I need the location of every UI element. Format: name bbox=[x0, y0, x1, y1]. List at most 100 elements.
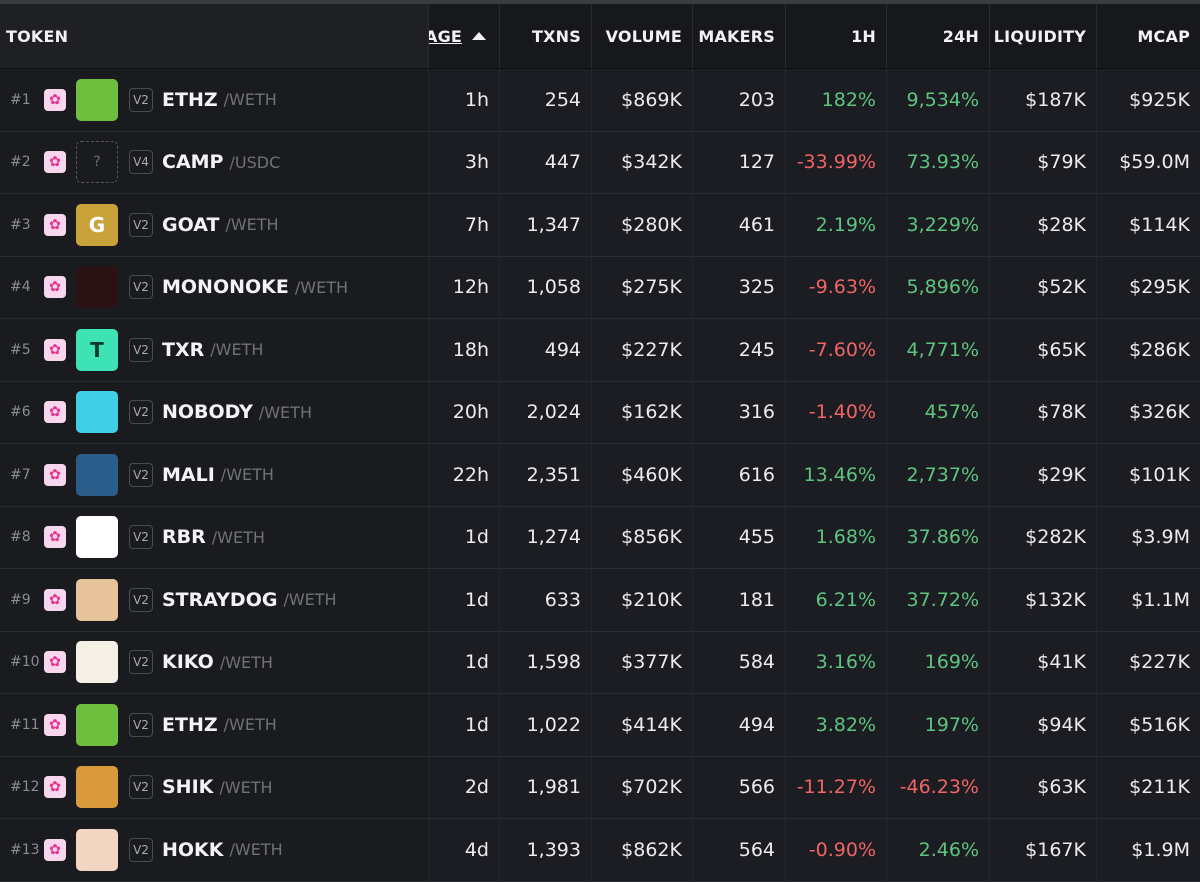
change-24h-cell: 3,229% bbox=[886, 194, 989, 256]
column-header-txns[interactable]: TXNS bbox=[499, 4, 591, 68]
token-cell[interactable]: #12 ✿ V2 SHIK /WETH bbox=[0, 756, 428, 818]
table-row[interactable]: #3 ✿ G V2 GOAT /WETH 7h 1,347 $280K 461 … bbox=[0, 194, 1200, 257]
change-24h-cell: 9,534% bbox=[886, 69, 989, 131]
change-24h-cell: 2,737% bbox=[886, 444, 989, 506]
column-header-1h[interactable]: 1H bbox=[785, 4, 886, 68]
unicorn-icon: ✿ bbox=[44, 276, 66, 299]
token-symbol: KIKO bbox=[162, 651, 214, 674]
unicorn-icon: ✿ bbox=[44, 838, 66, 861]
token-cell[interactable]: #11 ✿ V2 ETHZ /WETH bbox=[0, 694, 428, 756]
volume-cell: $460K bbox=[591, 444, 692, 506]
makers-cell: 461 bbox=[692, 194, 785, 256]
rank: #6 bbox=[10, 404, 31, 421]
token-cell[interactable]: #8 ✿ V2 RBR /WETH bbox=[0, 506, 428, 568]
change-24h-cell: -46.23% bbox=[886, 756, 989, 818]
column-header-volume[interactable]: VOLUME bbox=[591, 4, 692, 68]
change-1h-cell: -9.63% bbox=[785, 256, 886, 318]
unicorn-icon: ✿ bbox=[44, 151, 66, 174]
logo-text: G bbox=[88, 212, 106, 237]
version-badge: V2 bbox=[129, 775, 153, 800]
token-cell[interactable]: #6 ✿ V2 NOBODY /WETH bbox=[0, 381, 428, 443]
change-1h-cell: 182% bbox=[785, 69, 886, 131]
mali-logo-icon bbox=[76, 453, 118, 496]
txns-cell: 1,393 bbox=[499, 819, 591, 881]
token-cell[interactable]: #7 ✿ V2 MALI /WETH bbox=[0, 444, 428, 506]
token-cell[interactable]: #4 ✿ V2 MONONOKE /WETH bbox=[0, 256, 428, 318]
unicorn-icon: ✿ bbox=[44, 463, 66, 486]
table-body: #1 ✿ V2 ETHZ /WETH 1h 254 $869K 203 182%… bbox=[0, 69, 1200, 882]
table-row[interactable]: #2 ✿ ? V4 CAMP /USDC 3h 447 $342K 127 -3… bbox=[0, 131, 1200, 194]
sort-ascending-icon bbox=[472, 32, 487, 40]
table-row[interactable]: #8 ✿ V2 RBR /WETH 1d 1,274 $856K 455 1.6… bbox=[0, 506, 1200, 569]
txr-logo-icon: T bbox=[76, 328, 118, 371]
mcap-cell: $227K bbox=[1096, 631, 1200, 693]
column-header-liquidity[interactable]: LIQUIDITY bbox=[989, 4, 1096, 68]
mcap-cell: $1.1M bbox=[1096, 569, 1200, 631]
liquidity-cell: $41K bbox=[989, 631, 1096, 693]
rank: #11 bbox=[10, 716, 40, 733]
dog-logo-icon bbox=[76, 578, 118, 621]
table-row[interactable]: #10 ✿ V2 KIKO /WETH 1d 1,598 $377K 584 3… bbox=[0, 631, 1200, 694]
change-24h-cell: 2.46% bbox=[886, 819, 989, 881]
column-header-age[interactable]: AGE bbox=[428, 4, 499, 68]
token-cell[interactable]: #13 ✿ V2 HOKK /WETH bbox=[0, 819, 428, 881]
version-badge: V2 bbox=[129, 212, 153, 237]
table-row[interactable]: #7 ✿ V2 MALI /WETH 22h 2,351 $460K 616 1… bbox=[0, 444, 1200, 507]
column-header-24h[interactable]: 24H bbox=[886, 4, 989, 68]
rank: #1 bbox=[10, 91, 31, 108]
change-24h-cell: 197% bbox=[886, 694, 989, 756]
table-row[interactable]: #6 ✿ V2 NOBODY /WETH 20h 2,024 $162K 316… bbox=[0, 381, 1200, 444]
liquidity-cell: $63K bbox=[989, 756, 1096, 818]
unicorn-icon: ✿ bbox=[44, 338, 66, 361]
version-badge: V2 bbox=[129, 400, 153, 425]
table-row[interactable]: #1 ✿ V2 ETHZ /WETH 1h 254 $869K 203 182%… bbox=[0, 69, 1200, 132]
quote-token: /WETH bbox=[211, 527, 265, 547]
version-badge: V2 bbox=[129, 87, 153, 112]
mcap-cell: $1.9M bbox=[1096, 819, 1200, 881]
goat-logo-icon: G bbox=[76, 203, 118, 246]
age-cell: 3h bbox=[428, 131, 499, 193]
rank: #8 bbox=[10, 529, 31, 546]
makers-cell: 564 bbox=[692, 819, 785, 881]
quote-token: /WETH bbox=[283, 590, 337, 610]
quote-token: /WETH bbox=[258, 402, 312, 422]
change-24h-cell: 73.93% bbox=[886, 131, 989, 193]
change-24h-cell: 169% bbox=[886, 631, 989, 693]
version-badge: V2 bbox=[129, 275, 153, 300]
age-cell: 22h bbox=[428, 444, 499, 506]
version-badge: V4 bbox=[129, 150, 153, 175]
unicorn-icon: ✿ bbox=[44, 213, 66, 236]
table-row[interactable]: #11 ✿ V2 ETHZ /WETH 1d 1,022 $414K 494 3… bbox=[0, 694, 1200, 757]
age-cell: 1d bbox=[428, 569, 499, 631]
liquidity-cell: $132K bbox=[989, 569, 1096, 631]
token-cell[interactable]: #10 ✿ V2 KIKO /WETH bbox=[0, 631, 428, 693]
token-cell[interactable]: #3 ✿ G V2 GOAT /WETH bbox=[0, 194, 428, 256]
token-cell[interactable]: #5 ✿ T V2 TXR /WETH bbox=[0, 319, 428, 381]
txns-cell: 1,598 bbox=[499, 631, 591, 693]
rank: #3 bbox=[10, 216, 31, 233]
wolf-logo-icon bbox=[76, 266, 118, 309]
age-cell: 18h bbox=[428, 319, 499, 381]
volume-cell: $869K bbox=[591, 69, 692, 131]
token-symbol: TXR bbox=[162, 338, 205, 361]
age-cell: 1d bbox=[428, 506, 499, 568]
token-symbol: HOKK bbox=[162, 838, 224, 861]
table-row[interactable]: #13 ✿ V2 HOKK /WETH 4d 1,393 $862K 564 -… bbox=[0, 819, 1200, 882]
table-row[interactable]: #5 ✿ T V2 TXR /WETH 18h 494 $227K 245 -7… bbox=[0, 319, 1200, 382]
column-header-mcap[interactable]: MCAP bbox=[1096, 4, 1200, 68]
token-symbol: RBR bbox=[162, 526, 206, 549]
table-row[interactable]: #4 ✿ V2 MONONOKE /WETH 12h 1,058 $275K 3… bbox=[0, 256, 1200, 319]
token-cell[interactable]: #9 ✿ V2 STRAYDOG /WETH bbox=[0, 569, 428, 631]
token-cell[interactable]: #2 ✿ ? V4 CAMP /USDC bbox=[0, 131, 428, 193]
txns-cell: 447 bbox=[499, 131, 591, 193]
token-symbol: CAMP bbox=[162, 151, 224, 174]
token-cell[interactable]: #1 ✿ V2 ETHZ /WETH bbox=[0, 69, 428, 131]
column-header-makers[interactable]: MAKERS bbox=[692, 4, 785, 68]
liquidity-cell: $282K bbox=[989, 506, 1096, 568]
makers-cell: 127 bbox=[692, 131, 785, 193]
table-row[interactable]: #9 ✿ V2 STRAYDOG /WETH 1d 633 $210K 181 … bbox=[0, 569, 1200, 632]
column-header-token[interactable]: TOKEN bbox=[0, 4, 428, 68]
table-row[interactable]: #12 ✿ V2 SHIK /WETH 2d 1,981 $702K 566 -… bbox=[0, 756, 1200, 819]
age-cell: 20h bbox=[428, 381, 499, 443]
volume-cell: $414K bbox=[591, 694, 692, 756]
